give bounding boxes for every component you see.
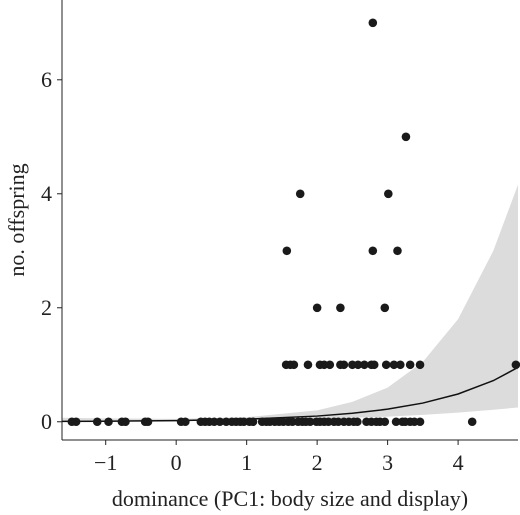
point <box>511 360 520 370</box>
point <box>92 417 102 427</box>
point <box>405 360 415 370</box>
point <box>104 417 113 427</box>
point <box>384 189 393 199</box>
point <box>248 417 258 427</box>
confidence-band <box>62 184 518 422</box>
point <box>415 417 425 427</box>
point <box>215 417 225 427</box>
point <box>381 360 391 370</box>
point <box>393 246 402 256</box>
y-tick-label: 6 <box>41 67 52 92</box>
point <box>380 417 390 427</box>
point <box>368 246 378 256</box>
point <box>389 360 399 370</box>
point <box>467 417 477 427</box>
y-tick-label: 0 <box>41 409 52 434</box>
fit-line <box>62 366 518 423</box>
x-axis-title: dominance (PC1: body size and display) <box>112 486 468 511</box>
point <box>289 360 299 370</box>
point <box>71 417 81 427</box>
point <box>353 360 363 370</box>
x-tick-label: 3 <box>382 450 393 475</box>
y-tick-label: 2 <box>41 295 52 320</box>
point <box>325 360 335 370</box>
point <box>360 360 369 370</box>
point <box>395 360 405 370</box>
x-tick-label: 1 <box>241 450 252 475</box>
point <box>401 132 411 142</box>
point <box>369 360 379 370</box>
point <box>380 303 390 313</box>
point <box>368 18 378 28</box>
x-tick-label: 2 <box>312 450 323 475</box>
x-tick-label: 4 <box>453 450 464 475</box>
point <box>181 417 190 427</box>
point <box>391 417 401 427</box>
point <box>336 303 345 313</box>
point <box>415 360 425 370</box>
point <box>303 360 313 370</box>
point <box>305 417 315 427</box>
point <box>339 360 349 370</box>
y-axis-title: no. offspring <box>4 163 29 276</box>
point <box>353 417 362 427</box>
point <box>295 189 305 199</box>
point <box>282 246 292 256</box>
y-tick-label: 4 <box>41 181 52 206</box>
point <box>121 417 130 427</box>
x-tick-label: −1 <box>94 450 117 475</box>
x-tick-label: 0 <box>171 450 182 475</box>
point <box>312 303 322 313</box>
point <box>143 417 153 427</box>
